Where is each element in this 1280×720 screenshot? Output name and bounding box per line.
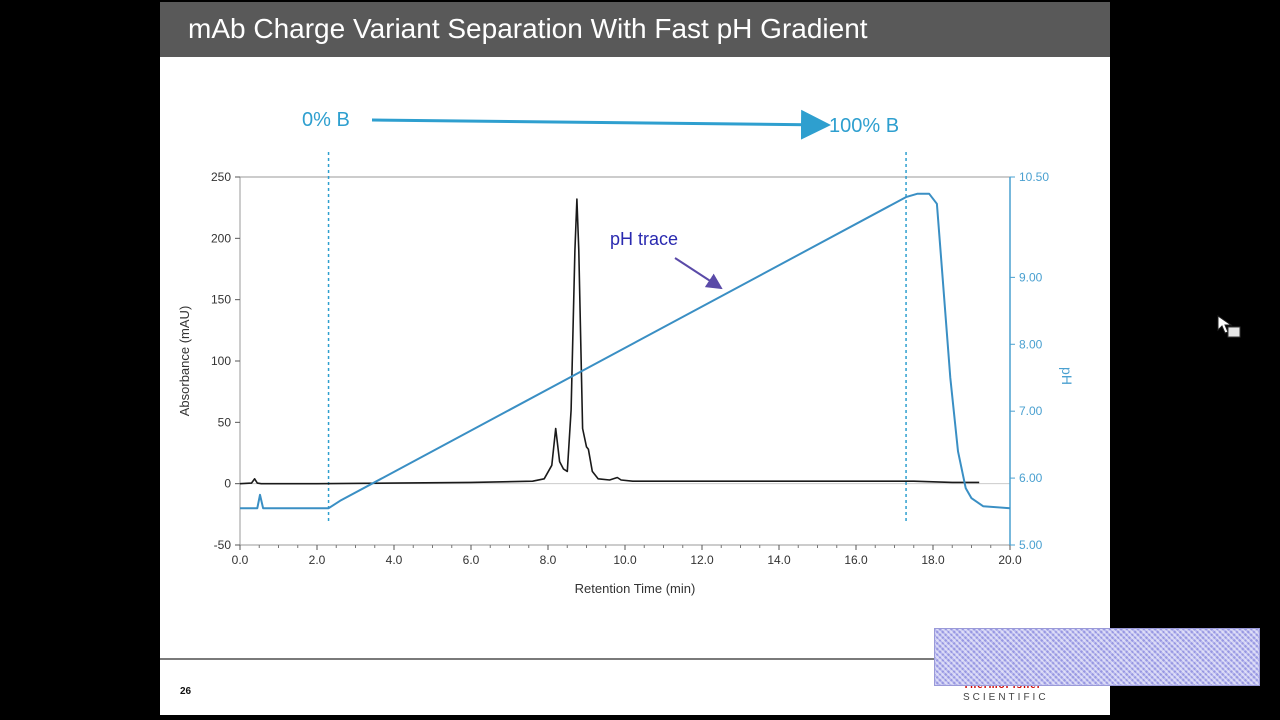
y-axis-label: Absorbance (mAU)	[177, 306, 192, 417]
slide-title: mAb Charge Variant Separation With Fast …	[188, 13, 868, 44]
y-tick-label: 100	[211, 354, 231, 368]
y-tick-label: -50	[214, 538, 232, 552]
gradient-start-label: 0% B	[302, 109, 350, 131]
absorbance-trace-line	[239, 198, 980, 485]
x-tick-label: 2.0	[309, 553, 326, 567]
y-tick-label: 200	[211, 231, 231, 245]
x-tick-label: 6.0	[463, 553, 480, 567]
x-tick-label: 4.0	[386, 553, 403, 567]
x-tick-label: 20.0	[998, 553, 1022, 567]
y2-tick-label: 7.00	[1019, 404, 1043, 418]
y2-tick-label: 8.00	[1019, 337, 1043, 351]
y2-tick-label: 9.00	[1019, 270, 1043, 284]
x-tick-label: 0.0	[232, 553, 249, 567]
chromatogram-chart: 0.0 2.0 4.0 6.0 8.0 10.0 12.0 14.0 16.0 18.0 20.0 …	[177, 109, 1075, 596]
x-tick-label: 16.0	[844, 553, 868, 567]
x-tick-label: 18.0	[921, 553, 945, 567]
page-number: 26	[180, 686, 192, 697]
gradient-arrow	[371, 109, 831, 140]
y-tick-label: 250	[211, 170, 231, 184]
x-tick-label: 8.0	[540, 553, 557, 567]
x-tick-label: 10.0	[613, 553, 637, 567]
slide: mAb Charge Variant Separation With Fast …	[160, 2, 1110, 715]
x-tick-label: 12.0	[690, 553, 714, 567]
ph-trace-line	[240, 192, 1011, 510]
y-tick-label: 0	[224, 477, 231, 491]
footer-rule	[160, 658, 1110, 660]
ph-trace-annotation: pH trace	[610, 229, 678, 249]
y2-tick-label: 10.50	[1019, 170, 1049, 184]
y2-tick-label: 6.00	[1019, 471, 1043, 485]
title-bar: mAb Charge Variant Separation With Fast …	[160, 2, 1110, 57]
y-tick-label: 50	[218, 415, 232, 429]
y2-axis-label: pH	[1059, 367, 1075, 385]
y2-tick-label: 5.00	[1019, 538, 1043, 552]
mouse-cursor-icon	[1217, 315, 1241, 338]
gradient-end-label: 100% B	[829, 115, 899, 137]
video-overlay-patch	[934, 628, 1260, 686]
x-axis-label: Retention Time (min)	[575, 581, 696, 596]
x-tick-label: 14.0	[767, 553, 791, 567]
y-tick-label: 150	[211, 293, 231, 307]
ph-annotation-arrow	[674, 257, 723, 290]
logo-subtext: SCIENTIFIC	[963, 692, 1049, 703]
